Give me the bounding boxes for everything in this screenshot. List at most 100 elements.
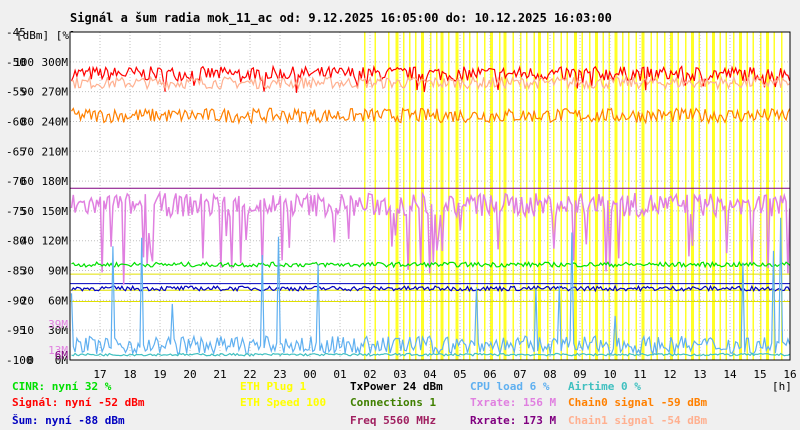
y-tick-pct-9: 20 (21, 294, 34, 307)
highlight-band-39 (641, 32, 645, 360)
y-tick-pct-11: 0 (27, 354, 34, 367)
legend-item-6: Connections 1 (350, 396, 436, 409)
y-units-label: [dBm] [%] (16, 29, 76, 42)
highlight-band-57 (766, 32, 769, 360)
highlight-band-42 (664, 32, 666, 360)
y-tick-dbm-1: -50 (6, 56, 26, 69)
highlight-band-3 (395, 32, 399, 360)
highlight-band-34 (608, 32, 610, 360)
y-tick-pct-5: 60 (21, 175, 34, 188)
plot-border (69, 31, 791, 361)
highlight-band-13 (463, 32, 465, 360)
chart-title: Signál a šum radia mok_11_ac od: 9.12.20… (70, 11, 612, 26)
highlight-band-9 (436, 32, 438, 360)
highlight-band-14 (469, 32, 471, 360)
series-chain0 (71, 106, 791, 125)
y-tick-rate-8: 90M (48, 265, 68, 278)
highlight-band-8 (430, 32, 432, 360)
series-path-2 (71, 106, 791, 125)
highlight-band-35 (614, 32, 618, 360)
x-tick-9: 02 (363, 368, 376, 381)
x-tick-3: 20 (183, 368, 196, 381)
highlight-band-2 (388, 32, 390, 360)
extra-axis-label-1: 13M (48, 344, 68, 357)
highlight-band-54 (746, 32, 748, 360)
y-tick-rate-9: 60M (48, 294, 68, 307)
series-path-1 (71, 74, 791, 91)
highlight-band-30 (581, 32, 583, 360)
highlight-band-44 (677, 32, 679, 360)
x-tick-8: 01 (333, 368, 346, 381)
highlight-band-59 (781, 32, 783, 360)
highlight-band-48 (706, 32, 708, 360)
highlight-band-15 (476, 32, 478, 360)
y-tick-dbm-10: -95 (6, 324, 26, 337)
x-tick-23: 16 (783, 368, 796, 381)
highlight-band-49 (712, 32, 715, 360)
legend-item-9: Txrate: 156 M (470, 396, 556, 409)
x-tick-5: 22 (243, 368, 256, 381)
y-tick-dbm-0: -45 (6, 26, 26, 39)
x-unit-label: [h] (772, 380, 792, 393)
series-sign-l (70, 64, 791, 93)
x-tick-10: 03 (393, 368, 406, 381)
highlight-band-12 (455, 32, 459, 360)
y-tick-dbm-3: -60 (6, 115, 26, 128)
plot-area (70, 31, 791, 361)
highlight-band-41 (656, 32, 658, 360)
extra-axis-label-2: 6M (55, 349, 69, 362)
highlight-band-52 (733, 32, 735, 360)
y-tick-dbm-4: -65 (6, 145, 26, 158)
highlight-band-28 (566, 32, 568, 360)
y-tick-dbm-9: -90 (6, 294, 26, 307)
highlight-band-24 (538, 32, 541, 360)
y-tick-dbm-11: -100 (6, 354, 33, 367)
highlight-band-32 (595, 32, 598, 360)
highlight-band-0 (364, 32, 366, 360)
series-path-6 (70, 217, 791, 357)
x-tick-6: 23 (273, 368, 286, 381)
y-tick-pct-1: 100 (14, 56, 34, 69)
highlight-band-46 (691, 32, 694, 360)
y-tick-pct-3: 80 (21, 115, 34, 128)
y-tick-pct-4: 70 (21, 145, 34, 158)
highlight-band-20 (512, 32, 514, 360)
series-path-0 (70, 64, 791, 93)
highlight-band-25 (547, 32, 549, 360)
y-tick-pct-6: 50 (21, 205, 34, 218)
series-airtime (71, 352, 790, 357)
highlight-band-31 (589, 32, 591, 360)
legend-item-1: Signál: nyní -52 dBm (12, 396, 145, 409)
highlight-band-37 (628, 32, 630, 360)
y-tick-rate-5: 180M (42, 175, 69, 188)
legend-item-12: Chain0 signal -59 dBm (568, 396, 707, 409)
legend-item-0: CINR: nyní 32 % (12, 380, 112, 393)
highlight-band-55 (752, 32, 754, 360)
series-path-4 (71, 260, 791, 269)
legend: CINR: nyní 32 % Signál: nyní -52 dBm Šum: … (12, 380, 707, 427)
x-tick-7: 00 (303, 368, 316, 381)
x-tick-1: 18 (123, 368, 136, 381)
highlight-band-23 (533, 32, 535, 360)
x-tick-21: 14 (723, 368, 737, 381)
x-tick-0: 17 (93, 368, 106, 381)
x-tick-15: 08 (543, 368, 556, 381)
x-tick-11: 04 (423, 368, 437, 381)
x-tick-14: 07 (513, 368, 526, 381)
y-tick-pct-7: 40 (21, 235, 34, 248)
highlight-band-38 (635, 32, 637, 360)
series--um (71, 284, 791, 293)
highlight-band-6 (415, 32, 417, 360)
x-tick-2: 19 (153, 368, 166, 381)
y-tick-rate-1: 300M (42, 56, 69, 69)
extra-axis-label-0: 39M (48, 318, 68, 331)
highlight-band-5 (409, 32, 411, 360)
series-path-3 (70, 190, 791, 285)
y-tick-dbm-7: -80 (6, 235, 26, 248)
series-path-7 (71, 352, 790, 357)
highlight-band-26 (553, 32, 555, 360)
legend-item-7: Freq 5560 MHz (350, 414, 436, 427)
highlight-band-50 (719, 32, 721, 360)
y-tick-rate-7: 120M (42, 235, 69, 248)
